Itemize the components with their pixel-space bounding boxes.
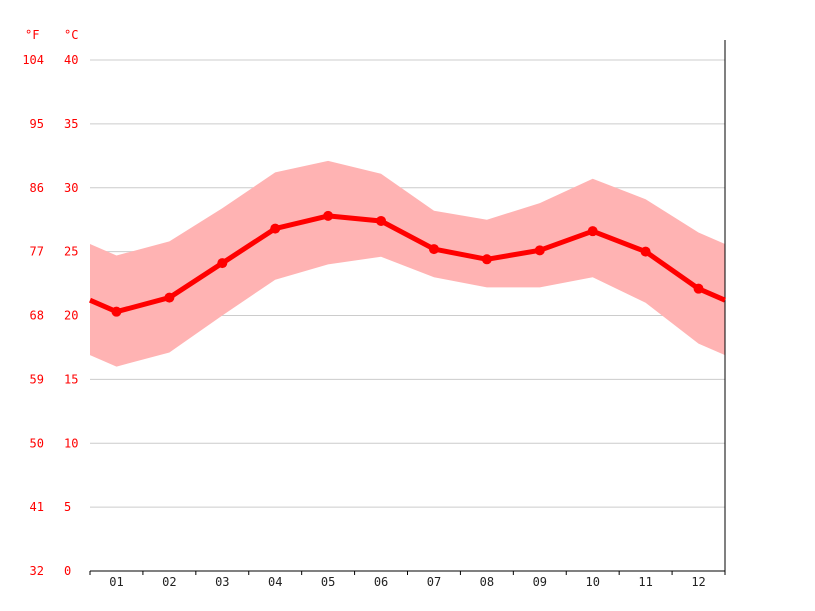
data-point (534, 245, 545, 256)
x-tick-label: 06 (374, 575, 388, 589)
celsius-unit-label: °C (64, 28, 78, 42)
y-tick-label-celsius: 20 (64, 309, 78, 323)
y-tick-label-celsius: 30 (64, 181, 78, 195)
y-tick-label-fahrenheit: 68 (30, 309, 44, 323)
y-tick-label-fahrenheit: 50 (30, 436, 44, 450)
y-tick-label-celsius: 0 (64, 564, 71, 578)
data-point (164, 292, 175, 303)
x-tick-label: 10 (585, 575, 599, 589)
x-tick-label: 02 (162, 575, 176, 589)
data-point (323, 210, 334, 221)
data-point (217, 258, 228, 269)
x-tick-label: 12 (691, 575, 705, 589)
y-tick-label-fahrenheit: 59 (30, 372, 44, 386)
y-tick-label-fahrenheit: 95 (30, 117, 44, 131)
y-tick-label-celsius: 25 (64, 245, 78, 259)
y-tick-label-fahrenheit: 77 (30, 245, 44, 259)
y-tick-label-fahrenheit: 41 (30, 500, 44, 514)
y-tick-label-fahrenheit: 32 (30, 564, 44, 578)
data-points (111, 210, 704, 317)
data-point (270, 223, 281, 234)
y-axis-celsius: 0 5 10 15 20 25 30 35 40 (64, 53, 78, 578)
temperature-range-band (90, 160, 725, 367)
x-tick-label: 11 (638, 575, 652, 589)
x-tick-label: 07 (427, 575, 441, 589)
y-tick-label-celsius: 10 (64, 436, 78, 450)
data-point (376, 215, 387, 226)
x-axis: 01 02 03 04 05 06 07 08 09 10 11 12 (89, 571, 726, 589)
y-tick-label-celsius: 35 (64, 117, 78, 131)
series-line (89, 213, 726, 315)
y-tick-label-celsius: 40 (64, 53, 78, 67)
y-tick-label-fahrenheit: 86 (30, 181, 44, 195)
data-point (481, 254, 492, 265)
y-tick-label-celsius: 5 (64, 500, 71, 514)
x-tick-label: 03 (215, 575, 229, 589)
x-tick-label: 04 (268, 575, 282, 589)
data-point (428, 244, 439, 255)
data-point (111, 306, 122, 317)
y-tick-label-fahrenheit: 104 (22, 53, 44, 67)
data-point (587, 226, 598, 237)
y-tick-label-celsius: 15 (64, 372, 78, 386)
data-point (640, 246, 651, 257)
x-tick-label: 01 (109, 575, 123, 589)
x-tick-label: 09 (533, 575, 547, 589)
y-axis-fahrenheit: 32 41 50 59 68 77 86 95 104 (22, 53, 44, 578)
fahrenheit-unit-label: °F (25, 28, 39, 42)
x-tick-label: 08 (480, 575, 494, 589)
x-tick-label: 05 (321, 575, 335, 589)
data-point (693, 283, 704, 294)
